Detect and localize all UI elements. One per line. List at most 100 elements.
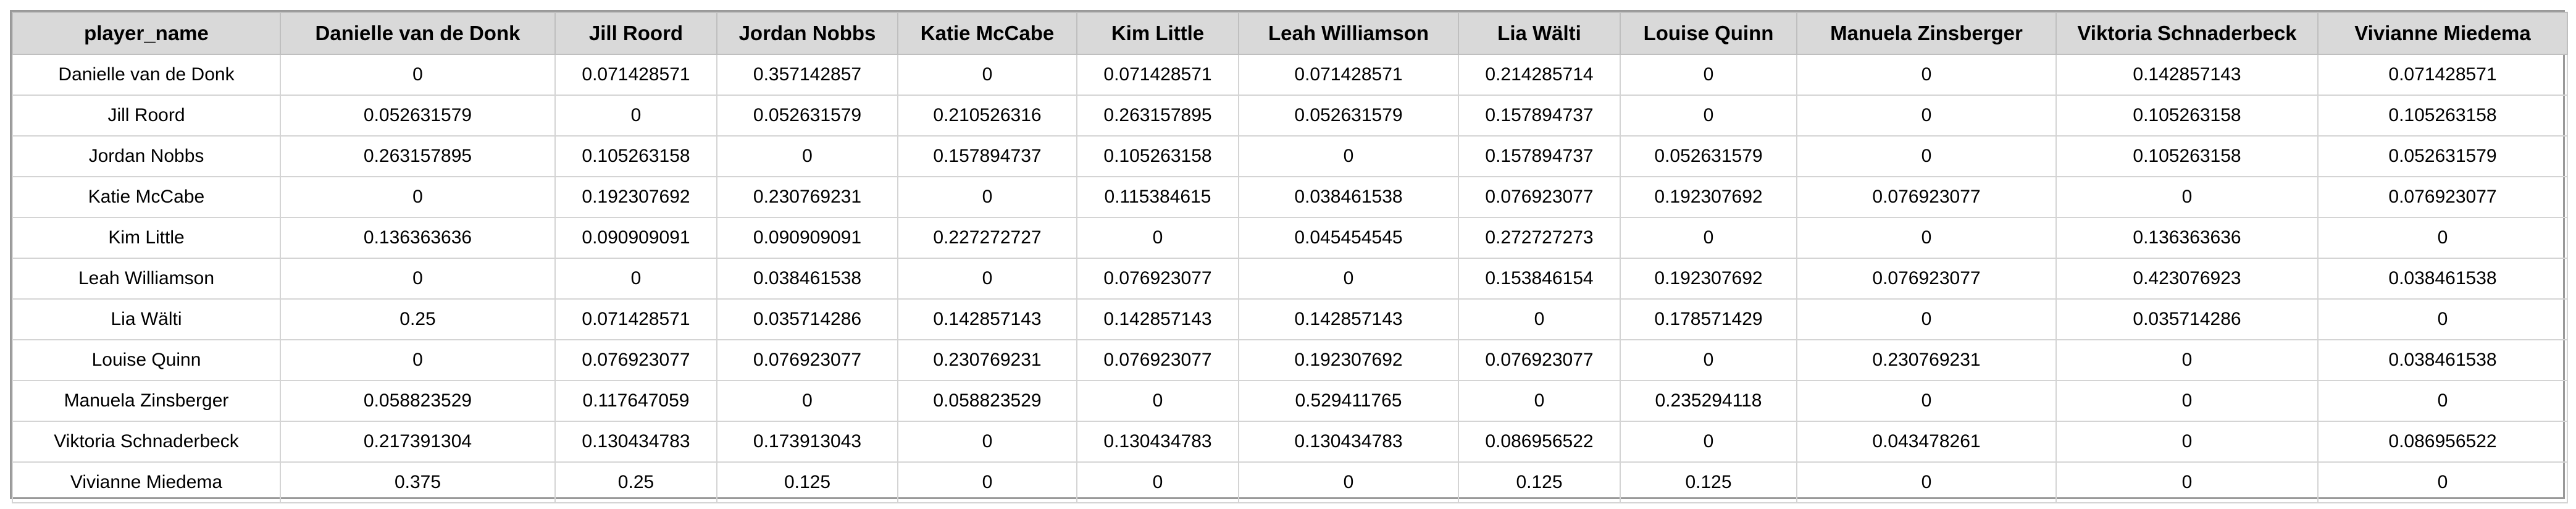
table-cell[interactable]: 0.130434783 bbox=[1238, 421, 1459, 463]
table-cell[interactable]: 0.038461538 bbox=[1238, 176, 1459, 218]
table-cell[interactable]: 0 bbox=[1796, 461, 2057, 503]
table-cell[interactable]: 0.25 bbox=[280, 298, 556, 340]
table-cell[interactable]: 0 bbox=[1076, 380, 1239, 422]
table-cell[interactable]: 0 bbox=[1620, 217, 1797, 259]
table-cell[interactable]: 0.357142857 bbox=[716, 54, 898, 96]
table-cell[interactable]: 0 bbox=[1076, 461, 1239, 503]
table-cell[interactable]: 0 bbox=[280, 339, 556, 381]
table-cell[interactable]: 0.192307692 bbox=[1620, 258, 1797, 300]
table-cell[interactable]: 0.038461538 bbox=[716, 258, 898, 300]
table-cell[interactable]: 0.086956522 bbox=[1458, 421, 1621, 463]
table-cell[interactable]: 0.071428571 bbox=[1238, 54, 1459, 96]
table-cell[interactable]: 0 bbox=[897, 421, 1077, 463]
table-cell[interactable]: 0.157894737 bbox=[1458, 135, 1621, 177]
table-cell[interactable]: 0.157894737 bbox=[1458, 95, 1621, 137]
table-cell[interactable]: 0.076923077 bbox=[1458, 176, 1621, 218]
row-player-name[interactable]: Lia Wälti bbox=[12, 298, 281, 340]
table-cell[interactable]: 0.230769231 bbox=[1796, 339, 2057, 381]
table-cell[interactable]: 0.423076923 bbox=[2055, 258, 2319, 300]
table-cell[interactable]: 0 bbox=[1238, 135, 1459, 177]
table-row[interactable]: Danielle van de Donk 0 0.071428571 0.357142… bbox=[12, 54, 2568, 96]
table-cell[interactable]: 0.052631579 bbox=[2317, 135, 2568, 177]
table-cell[interactable]: 0 bbox=[1796, 54, 2057, 96]
column-header[interactable]: Katie McCabe bbox=[897, 12, 1077, 55]
row-player-name[interactable]: Viktoria Schnaderbeck bbox=[12, 421, 281, 463]
table-cell[interactable]: 0 bbox=[1796, 380, 2057, 422]
table-cell[interactable]: 0.052631579 bbox=[280, 95, 556, 137]
table-cell[interactable]: 0.210526316 bbox=[897, 95, 1077, 137]
table-cell[interactable]: 0.142857143 bbox=[1238, 298, 1459, 340]
table-cell[interactable]: 0.153846154 bbox=[1458, 258, 1621, 300]
table-cell[interactable]: 0 bbox=[897, 461, 1077, 503]
row-player-name[interactable]: Jill Roord bbox=[12, 95, 281, 137]
table-cell[interactable]: 0.052631579 bbox=[716, 95, 898, 137]
table-cell[interactable]: 0.173913043 bbox=[716, 421, 898, 463]
table-cell[interactable]: 0.157894737 bbox=[897, 135, 1077, 177]
table-cell[interactable]: 0.117647059 bbox=[554, 380, 717, 422]
table-cell[interactable]: 0.105263158 bbox=[1076, 135, 1239, 177]
table-cell[interactable]: 0.136363636 bbox=[2055, 217, 2319, 259]
table-cell[interactable]: 0 bbox=[897, 258, 1077, 300]
column-header[interactable]: player_name bbox=[12, 12, 281, 55]
table-cell[interactable]: 0.105263158 bbox=[2317, 95, 2568, 137]
table-cell[interactable]: 0.038461538 bbox=[2317, 339, 2568, 381]
column-header[interactable]: Kim Little bbox=[1076, 12, 1239, 55]
table-cell[interactable]: 0.142857143 bbox=[2055, 54, 2319, 96]
table-cell[interactable]: 0.192307692 bbox=[1238, 339, 1459, 381]
row-player-name[interactable]: Louise Quinn bbox=[12, 339, 281, 381]
table-cell[interactable]: 0 bbox=[2317, 380, 2568, 422]
table-cell[interactable]: 0 bbox=[1620, 54, 1797, 96]
table-cell[interactable]: 0 bbox=[2317, 298, 2568, 340]
table-cell[interactable]: 0.043478261 bbox=[1796, 421, 2057, 463]
table-cell[interactable]: 0.076923077 bbox=[1076, 258, 1239, 300]
table-row[interactable]: Kim Little 0.136363636 0.090909091 0.090909… bbox=[12, 217, 2568, 259]
table-cell[interactable]: 0 bbox=[2317, 461, 2568, 503]
table-cell[interactable]: 0 bbox=[1620, 95, 1797, 137]
table-cell[interactable]: 0.125 bbox=[1458, 461, 1621, 503]
table-cell[interactable]: 0.076923077 bbox=[1076, 339, 1239, 381]
table-cell[interactable]: 0.090909091 bbox=[716, 217, 898, 259]
column-header[interactable]: Vivianne Miedema bbox=[2317, 12, 2568, 55]
table-cell[interactable]: 0.529411765 bbox=[1238, 380, 1459, 422]
column-header[interactable]: Leah Williamson bbox=[1238, 12, 1459, 55]
table-cell[interactable]: 0 bbox=[1620, 339, 1797, 381]
table-cell[interactable]: 0.071428571 bbox=[2317, 54, 2568, 96]
table-cell[interactable]: 0.125 bbox=[716, 461, 898, 503]
table-cell[interactable]: 0.142857143 bbox=[897, 298, 1077, 340]
table-cell[interactable]: 0.105263158 bbox=[554, 135, 717, 177]
table-cell[interactable]: 0 bbox=[1796, 95, 2057, 137]
table-cell[interactable]: 0 bbox=[2055, 380, 2319, 422]
column-header[interactable]: Manuela Zinsberger bbox=[1796, 12, 2057, 55]
table-cell[interactable]: 0.130434783 bbox=[554, 421, 717, 463]
table-cell[interactable]: 0.076923077 bbox=[554, 339, 717, 381]
column-header[interactable]: Viktoria Schnaderbeck bbox=[2055, 12, 2319, 55]
table-cell[interactable]: 0.076923077 bbox=[1796, 176, 2057, 218]
table-row[interactable]: Vivianne Miedema 0.375 0.25 0.125 0 0 0 0.125 0.… bbox=[12, 461, 2568, 503]
table-cell[interactable]: 0 bbox=[1458, 380, 1621, 422]
column-header[interactable]: Lia Wälti bbox=[1458, 12, 1621, 55]
table-cell[interactable]: 0 bbox=[716, 135, 898, 177]
table-cell[interactable]: 0 bbox=[1238, 258, 1459, 300]
table-cell[interactable]: 0.178571429 bbox=[1620, 298, 1797, 340]
table-cell[interactable]: 0.227272727 bbox=[897, 217, 1077, 259]
table-cell[interactable]: 0 bbox=[280, 54, 556, 96]
table-cell[interactable]: 0 bbox=[897, 176, 1077, 218]
row-player-name[interactable]: Manuela Zinsberger bbox=[12, 380, 281, 422]
table-cell[interactable]: 0.071428571 bbox=[554, 298, 717, 340]
table-cell[interactable]: 0.045454545 bbox=[1238, 217, 1459, 259]
table-cell[interactable]: 0.076923077 bbox=[1458, 339, 1621, 381]
table-cell[interactable]: 0 bbox=[897, 54, 1077, 96]
table-row[interactable]: Louise Quinn 0 0.076923077 0.076923077 0.230… bbox=[12, 339, 2568, 381]
table-cell[interactable]: 0 bbox=[1796, 298, 2057, 340]
row-player-name[interactable]: Vivianne Miedema bbox=[12, 461, 281, 503]
table-row[interactable]: Jordan Nobbs 0.263157895 0.105263158 0 0.157… bbox=[12, 135, 2568, 177]
row-player-name[interactable]: Danielle van de Donk bbox=[12, 54, 281, 96]
table-cell[interactable]: 0.038461538 bbox=[2317, 258, 2568, 300]
row-player-name[interactable]: Katie McCabe bbox=[12, 176, 281, 218]
table-cell[interactable]: 0.071428571 bbox=[1076, 54, 1239, 96]
table-cell[interactable]: 0 bbox=[1076, 217, 1239, 259]
table-cell[interactable]: 0 bbox=[2055, 421, 2319, 463]
table-cell[interactable]: 0 bbox=[280, 176, 556, 218]
table-cell[interactable]: 0.058823529 bbox=[897, 380, 1077, 422]
table-cell[interactable]: 0 bbox=[1238, 461, 1459, 503]
